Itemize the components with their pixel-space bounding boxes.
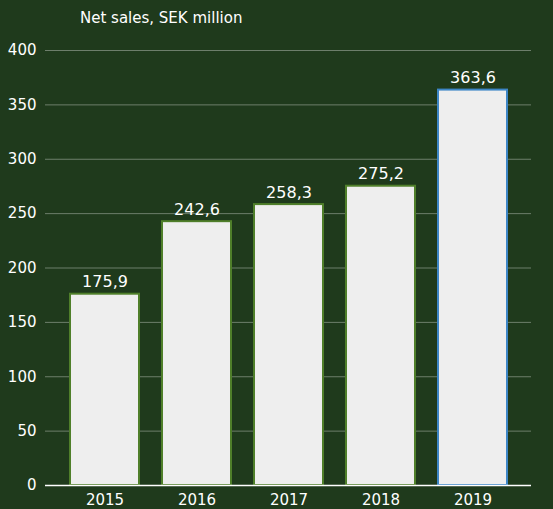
svg-text:350: 350 bbox=[8, 96, 37, 114]
html-text:Net sales, SEK million: Net sales, SEK million bbox=[80, 9, 243, 27]
svg-text:150: 150 bbox=[8, 313, 37, 331]
svg-text:400: 400 bbox=[8, 41, 37, 59]
svg-text:0: 0 bbox=[27, 476, 37, 494]
svg-text:2019: 2019 bbox=[454, 491, 492, 509]
svg-text:2015: 2015 bbox=[86, 491, 124, 509]
svg-text:275,2: 275,2 bbox=[358, 164, 404, 183]
svg-text:300: 300 bbox=[8, 150, 37, 168]
svg-text:2018: 2018 bbox=[362, 491, 400, 509]
svg-text:50: 50 bbox=[17, 422, 36, 440]
svg-text:258,3: 258,3 bbox=[266, 183, 312, 202]
svg-text:363,6: 363,6 bbox=[450, 68, 496, 87]
svg-text:175,9: 175,9 bbox=[82, 272, 128, 291]
svg-text:250: 250 bbox=[8, 204, 37, 222]
svg-text:100: 100 bbox=[8, 368, 37, 386]
svg-text:2016: 2016 bbox=[178, 491, 216, 509]
svg-text:242,6: 242,6 bbox=[174, 200, 220, 219]
svg-text:2017: 2017 bbox=[270, 491, 308, 509]
svg-text:200: 200 bbox=[8, 259, 37, 277]
